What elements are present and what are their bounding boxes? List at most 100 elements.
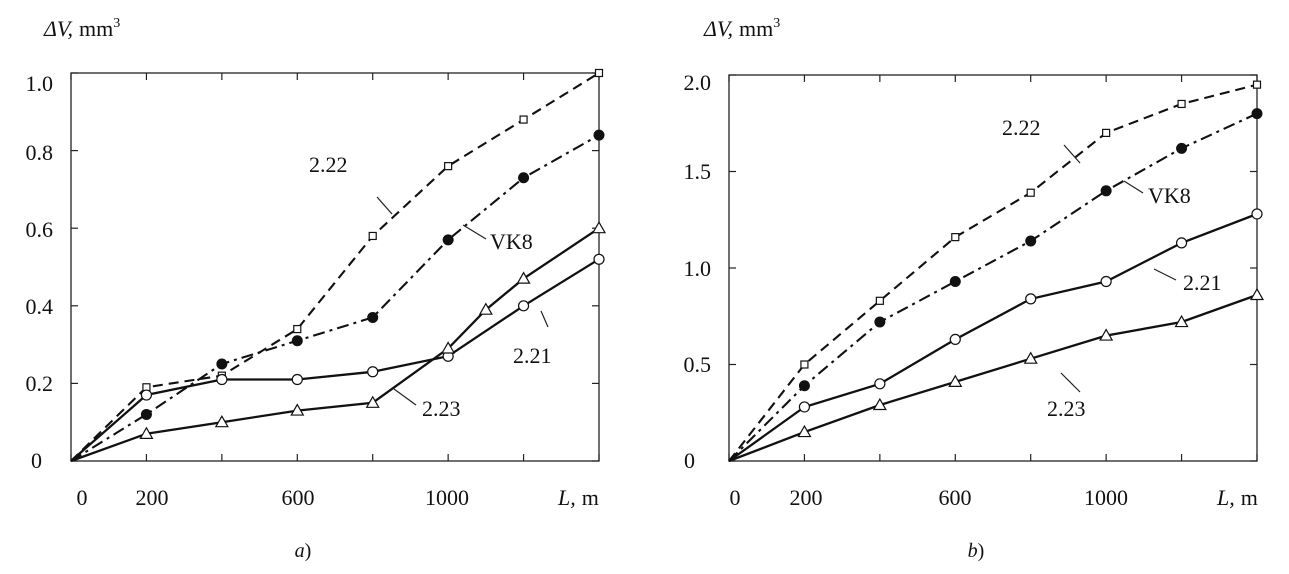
- data-point-2-23: [365, 395, 380, 408]
- data-point-2-22: [293, 324, 302, 334]
- chart-panel-b: 0 0.5 1.0 1.5 2.0 0 200 600 1000 ΔV, mm3 …: [684, 16, 1265, 562]
- x-tick-label: 200: [790, 485, 823, 510]
- leader-line: [393, 388, 417, 406]
- y-axis-title: ΔV, mm3: [43, 16, 120, 41]
- data-point-2-22: [1102, 128, 1111, 137]
- y-tick-label: 1.0: [684, 256, 712, 281]
- data-point-2-23: [872, 397, 887, 411]
- series-label-2-22: 2.22: [1002, 115, 1041, 140]
- panel-label-b: b): [968, 540, 985, 562]
- data-point-2-23: [478, 302, 493, 315]
- data-point-2-22: [951, 233, 960, 242]
- data-point-2-23: [1099, 328, 1114, 341]
- series-line-2-21: [70, 258, 600, 462]
- data-point-2-23: [948, 374, 963, 387]
- data-point-2-21: [949, 333, 961, 346]
- series-label-2-23: 2.23: [1047, 396, 1086, 421]
- data-point-2-23: [214, 414, 229, 428]
- data-point-2-21: [367, 366, 379, 378]
- data-point-2-23: [1174, 314, 1189, 328]
- data-point-vk8: [1251, 108, 1263, 120]
- y-tick-label: 0.5: [684, 352, 712, 377]
- leader-line: [1060, 372, 1081, 393]
- series-line-2-21: [728, 212, 1258, 462]
- leader-line: [540, 310, 549, 328]
- x-axis-title: L, m: [1216, 485, 1258, 510]
- data-point-vk8: [367, 311, 379, 323]
- data-point-vk8: [1176, 142, 1188, 154]
- data-point-2-21: [798, 401, 811, 413]
- data-point-vk8: [798, 380, 810, 392]
- x-tick-label: 0: [730, 485, 741, 510]
- panel-label-a: a): [295, 540, 312, 562]
- series-line-2-23: [728, 293, 1258, 463]
- data-point-2-23: [139, 426, 154, 439]
- plot-frame-a: [70, 72, 600, 462]
- x-tick-label: 1000: [425, 485, 469, 510]
- data-point-2-23: [441, 341, 456, 354]
- data-point-vk8: [1100, 185, 1112, 197]
- series-group-a: [70, 68, 607, 463]
- y-tick-label: 1.0: [26, 71, 54, 96]
- leader-line: [1123, 180, 1144, 194]
- series-label-2-21: 2.21: [1183, 270, 1222, 295]
- data-point-2-21: [1025, 293, 1037, 305]
- leader-line: [462, 224, 487, 240]
- axis-ticks-a: [70, 72, 600, 462]
- series-label-vk8: VK8: [490, 229, 533, 254]
- data-point-2-22: [1252, 80, 1262, 89]
- leader-line: [1153, 268, 1177, 281]
- data-point-2-22: [594, 68, 604, 78]
- data-point-vk8: [874, 316, 886, 328]
- data-point-2-22: [444, 162, 453, 171]
- leader-line: [376, 196, 393, 215]
- y-tick-label: 0.2: [26, 371, 54, 396]
- y-tick-label: 0.8: [26, 140, 54, 165]
- y-tick-label: 0.6: [26, 217, 54, 242]
- chart-panel-a: 0 0.2 0.4 0.6 0.8 1.0 0 200 600 1000 ΔV,…: [26, 16, 607, 562]
- y-tick-label: 1.5: [684, 159, 712, 184]
- x-tick-label: 600: [939, 485, 972, 510]
- data-point-2-23: [1249, 287, 1265, 301]
- data-point-2-22: [875, 296, 884, 305]
- data-point-2-22: [368, 231, 377, 241]
- y-tick-label: 0: [31, 448, 42, 473]
- data-point-2-21: [874, 378, 886, 390]
- data-point-2-22: [800, 360, 809, 369]
- data-point-2-21: [140, 389, 153, 401]
- data-point-vk8: [442, 234, 454, 246]
- data-point-2-22: [1026, 188, 1035, 197]
- data-point-2-22: [1177, 99, 1186, 109]
- y-axis-title: ΔV, mm3: [703, 16, 780, 41]
- data-point-2-23: [591, 220, 607, 234]
- x-tick-label: 600: [282, 485, 315, 510]
- data-point-2-23: [797, 424, 812, 438]
- data-point-2-23: [1023, 351, 1038, 364]
- x-axis-title: L, m: [557, 485, 599, 510]
- series-label-2-21: 2.21: [513, 343, 552, 368]
- y-tick-label: 2.0: [684, 70, 712, 95]
- series-line-vk8: [70, 134, 600, 462]
- data-point-2-23: [290, 403, 305, 416]
- data-point-2-21: [1175, 237, 1188, 249]
- data-point-vk8: [291, 335, 303, 347]
- x-tick-label: 1000: [1084, 485, 1128, 510]
- series-line-vk8: [728, 112, 1258, 462]
- data-point-vk8: [949, 276, 961, 288]
- series-group-b: [728, 80, 1265, 463]
- data-point-vk8: [140, 408, 152, 420]
- series-label-2-22: 2.22: [309, 152, 348, 177]
- series-label-2-23: 2.23: [422, 396, 461, 421]
- data-point-2-21: [593, 253, 605, 265]
- data-point-vk8: [593, 129, 605, 141]
- data-point-2-21: [216, 373, 228, 386]
- leader-line: [1063, 144, 1081, 164]
- x-tick-label: 0: [77, 485, 88, 510]
- data-point-2-21: [517, 300, 530, 312]
- x-tick-label: 200: [136, 485, 169, 510]
- data-point-2-21: [1251, 208, 1263, 220]
- data-point-2-21: [291, 373, 303, 386]
- y-tick-label: 0.4: [26, 294, 54, 319]
- data-point-2-21: [1100, 275, 1112, 288]
